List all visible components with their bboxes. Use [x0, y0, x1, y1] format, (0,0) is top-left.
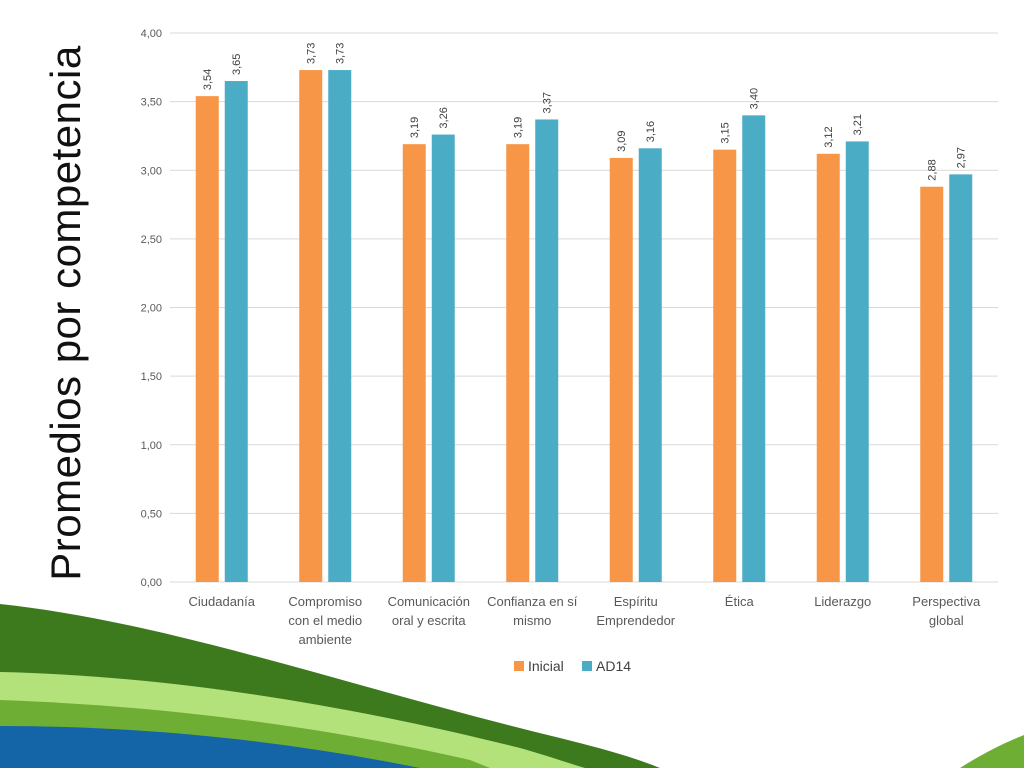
bar-ad14: [224, 81, 248, 582]
bar-ad14: [949, 174, 973, 582]
bar-inicial: [195, 96, 219, 582]
y-tick-label: 1,50: [141, 371, 162, 383]
x-tick-label: Ciudadanía: [189, 594, 256, 609]
data-label-ad14: 3,37: [542, 92, 554, 113]
bar-ad14: [845, 141, 869, 583]
bar-inicial: [920, 186, 944, 582]
bar-inicial: [402, 144, 426, 583]
bar-ad14: [742, 115, 766, 582]
bar-inicial: [609, 157, 633, 582]
data-label-ad14: 2,97: [956, 147, 968, 168]
data-label-ad14: 3,40: [749, 88, 761, 109]
y-axis: 0,00 0,50 1,00 1,50 2,00 2,50 3,00 3,50 4,00: [141, 28, 162, 589]
data-label-ad14: 3,65: [231, 54, 243, 75]
bar-inicial: [506, 144, 530, 583]
y-tick-label: 2,50: [141, 234, 162, 246]
data-label-inicial: 3,73: [306, 43, 318, 64]
y-tick-label: 3,50: [141, 97, 162, 109]
x-tick-label: Confianza en sí mismo: [487, 594, 578, 628]
bar-inicial: [713, 149, 737, 582]
data-label-ad14: 3,73: [335, 43, 347, 64]
legend-label-inicial: Inicial: [528, 658, 564, 674]
x-tick-label: Ética: [725, 594, 755, 609]
data-label-inicial: 3,54: [202, 69, 214, 90]
legend-swatch-ad14: [582, 661, 592, 671]
bar-inicial: [816, 153, 840, 582]
wave-corner-green: [960, 735, 1024, 768]
x-tick-label: Liderazgo: [814, 594, 871, 609]
data-label-inicial: 3,19: [409, 117, 421, 138]
data-label-ad14: 3,26: [438, 107, 450, 128]
bar-ad14: [535, 119, 559, 582]
bar-ad14: [431, 134, 455, 582]
data-labels: 3,54 3,65 3,73 3,73 3,19 3,26 3,19 3,37 3,09 3,16…: [202, 43, 968, 181]
bar-ad14: [328, 70, 352, 583]
legend: Inicial AD14: [514, 658, 631, 674]
y-tick-label: 0,00: [141, 577, 162, 589]
bars: [195, 70, 973, 583]
y-tick-label: 1,00: [141, 440, 162, 452]
x-tick-label: Perspectiva global: [912, 594, 981, 628]
data-label-inicial: 3,12: [823, 126, 835, 147]
y-tick-label: 3,00: [141, 165, 162, 177]
data-label-ad14: 3,16: [645, 121, 657, 142]
gridlines: [170, 32, 998, 583]
legend-label-ad14: AD14: [596, 658, 631, 674]
bar-inicial: [299, 70, 323, 583]
y-tick-label: 0,50: [141, 508, 162, 520]
data-label-inicial: 3,09: [616, 130, 628, 151]
data-label-ad14: 3,21: [852, 114, 864, 135]
x-tick-label: Compromiso con el medio ambiente: [288, 594, 362, 647]
bar-ad14: [638, 148, 662, 583]
data-label-inicial: 3,15: [720, 122, 732, 143]
wave-blue: [0, 726, 420, 768]
y-tick-label: 2,00: [141, 303, 162, 315]
data-label-inicial: 3,19: [513, 117, 525, 138]
legend-swatch-inicial: [514, 661, 524, 671]
data-label-inicial: 2,88: [927, 159, 939, 180]
x-tick-label: Comunicación oral y escrita: [388, 594, 470, 628]
x-tick-label: Espíritu Emprendedor: [596, 594, 675, 628]
x-axis: Ciudadanía Compromiso con el medio ambiente…: [189, 594, 981, 647]
y-tick-label: 4,00: [141, 28, 162, 40]
